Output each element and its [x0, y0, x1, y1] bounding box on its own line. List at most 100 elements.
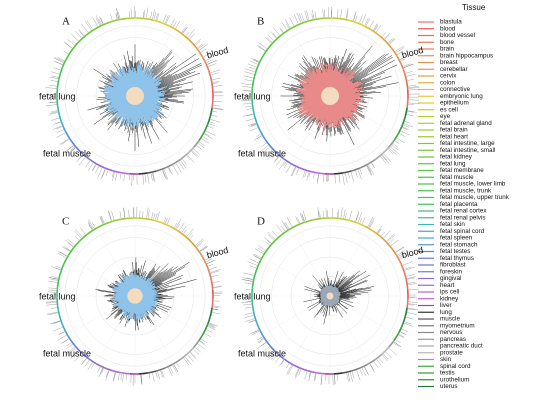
tissue-ring-segment — [169, 25, 179, 32]
tissue-ring-segment — [103, 366, 113, 372]
tick — [394, 341, 402, 348]
tick — [267, 351, 275, 359]
tissue-ring-segment — [60, 262, 66, 272]
tick — [119, 211, 122, 219]
tick — [194, 347, 201, 353]
tick — [405, 71, 413, 74]
tick — [187, 354, 195, 363]
tick — [306, 172, 310, 181]
tissue-ring-segment — [351, 367, 361, 372]
tick — [146, 7, 149, 18]
tick — [56, 132, 66, 138]
tick — [337, 208, 339, 218]
tissue-ring-segment — [251, 279, 255, 289]
tissue-ring-segment — [65, 331, 71, 341]
tick — [367, 165, 371, 172]
tick — [152, 173, 155, 181]
tick — [280, 360, 285, 365]
tick — [193, 349, 200, 355]
tick — [79, 227, 86, 235]
tick — [61, 246, 70, 252]
tick — [63, 50, 69, 55]
tick — [407, 277, 415, 280]
tissue-ring-segment — [203, 124, 209, 134]
tissue-ring-segment — [406, 98, 409, 108]
center-disc — [326, 292, 334, 300]
tick — [254, 255, 261, 260]
tick — [367, 165, 373, 175]
tissue-ring-segment — [65, 131, 71, 141]
tick — [189, 352, 197, 359]
tissue-ring-segment — [201, 55, 207, 65]
tissue-ring-segment — [404, 107, 408, 117]
tick — [258, 42, 267, 49]
tick — [249, 320, 255, 323]
tick — [100, 216, 104, 224]
tissue-ring-segment — [393, 332, 400, 341]
tick — [281, 225, 286, 232]
tick — [142, 174, 145, 185]
annotation: fetal lung — [234, 291, 271, 301]
tick — [146, 207, 149, 218]
tissue-ring-segment — [117, 17, 127, 21]
tissue-ring-segment — [385, 241, 393, 250]
tick — [254, 248, 264, 254]
tick — [53, 67, 61, 71]
tissue-ring-segment — [206, 116, 212, 126]
tissue-ring-segment — [109, 219, 119, 224]
legend-label: fetal placenta — [440, 201, 478, 208]
tissue-ring-segment — [280, 229, 289, 236]
legend-label: fetal kidney — [440, 154, 473, 161]
tissue-ring-segment — [210, 280, 214, 290]
tissue-ring-segment — [276, 152, 285, 160]
tissue-ring-segment — [210, 80, 214, 90]
tick — [267, 34, 274, 41]
tick — [265, 241, 270, 246]
legend-label: skin — [440, 356, 452, 363]
tissue-ring-segment — [396, 255, 402, 265]
tissue-ring-segment — [208, 72, 213, 82]
tissue-ring-segment — [211, 98, 214, 108]
tick — [178, 161, 185, 170]
tick — [123, 174, 125, 182]
tissue-ring-segment — [172, 158, 181, 165]
tick — [242, 103, 252, 105]
tick — [248, 66, 256, 70]
tissue-ring-segment — [138, 172, 148, 175]
tissue-ring-segment — [262, 47, 270, 56]
tick — [395, 246, 405, 253]
tissue-ring-segment — [348, 219, 358, 224]
legend-label: urothelium — [440, 376, 469, 383]
tick — [368, 218, 375, 228]
tick — [256, 45, 266, 52]
tissue-ring-segment — [287, 25, 297, 31]
tick — [200, 246, 208, 252]
tick — [172, 165, 179, 175]
tick — [250, 58, 259, 63]
legend-label: uterus — [440, 383, 458, 390]
tick — [407, 111, 415, 113]
legend-label: blood vessel — [440, 32, 475, 39]
tissue-ring-segment — [251, 97, 254, 107]
legend-label: pancreatic duct — [440, 343, 483, 350]
tissue-ring-segment — [81, 152, 90, 160]
tick — [286, 365, 292, 375]
tick — [45, 104, 57, 106]
tissue-ring-segment — [172, 358, 181, 365]
tissue-ring-segment — [100, 21, 110, 27]
tissue-ring-segment — [190, 41, 198, 50]
tissue-ring-segment — [177, 30, 186, 37]
tick — [388, 149, 393, 154]
tick — [55, 267, 61, 271]
annotation: fetal muscle — [238, 148, 286, 158]
tick — [207, 60, 218, 65]
tick — [249, 127, 258, 132]
tissue-ring-segment — [251, 306, 256, 316]
tick — [48, 287, 57, 289]
tick — [202, 136, 209, 141]
tick — [279, 28, 283, 33]
tissue-ring-segment — [209, 307, 213, 317]
tick — [381, 231, 385, 237]
